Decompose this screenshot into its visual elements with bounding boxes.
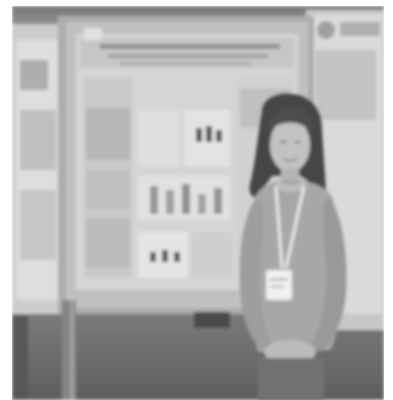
right-eye [295, 141, 301, 143]
hair-fringe [268, 106, 313, 132]
poster-bar [150, 186, 158, 214]
right-arm [310, 198, 347, 352]
poster-text-block [192, 232, 232, 278]
name-badge-line [270, 278, 288, 281]
pants [258, 358, 324, 400]
poster-title-line [108, 54, 268, 58]
poster-text-block [86, 218, 130, 268]
poster-figure [138, 110, 180, 166]
name-badge-line [270, 285, 284, 288]
lanyard-right [284, 185, 306, 269]
poster-text-block [86, 108, 130, 160]
left-board-leg [12, 315, 28, 400]
poster-figure-mark [216, 130, 222, 142]
floor-bag [194, 312, 230, 328]
lanyard-left [274, 185, 284, 269]
left-poster-block [20, 110, 56, 170]
poster-logo [84, 28, 102, 40]
poster-bar [182, 184, 190, 214]
collar [274, 178, 308, 193]
poster-bar [214, 188, 222, 214]
left-poster-block [20, 60, 48, 90]
poster-figure-mark [162, 250, 168, 262]
poster-figure-mark [196, 128, 202, 142]
poster-figure-mark [150, 252, 156, 262]
left-poster-block [20, 190, 56, 260]
right-poster-logo [317, 21, 335, 39]
poster-figure-mark [174, 252, 180, 262]
person [239, 93, 347, 400]
left-arm [239, 198, 272, 350]
poster-bar [198, 194, 206, 214]
neck [281, 168, 299, 184]
poster-title-line [100, 44, 280, 49]
right-poster-block [316, 50, 376, 120]
right-poster-title [340, 22, 380, 36]
face [270, 118, 310, 172]
poster-figure-mark [206, 126, 212, 142]
sweater [248, 180, 341, 352]
main-board-leg-edge [70, 300, 74, 400]
poster-bar [166, 190, 174, 214]
smile [282, 157, 299, 162]
poster-authors-line [120, 62, 250, 65]
left-eye [280, 141, 286, 143]
poster-text-block [86, 170, 130, 210]
